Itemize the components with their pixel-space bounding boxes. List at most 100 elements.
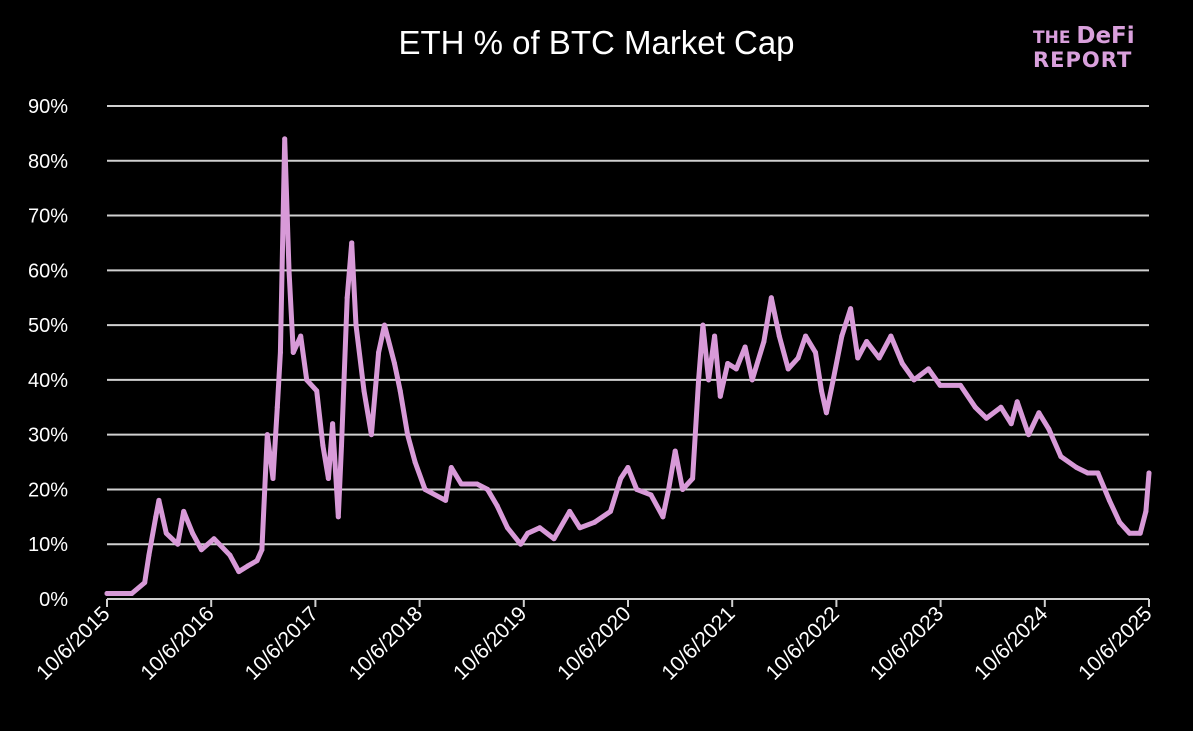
data-point [474, 481, 480, 487]
data-point [494, 503, 500, 509]
data-point [625, 465, 631, 471]
data-point [1117, 519, 1123, 525]
data-point [286, 267, 292, 273]
data-point [983, 415, 989, 421]
y-tick-label: 10% [28, 534, 68, 556]
data-point [1036, 410, 1042, 416]
data-point [761, 339, 767, 345]
data-point [567, 508, 573, 514]
data-point [335, 514, 341, 520]
data-point [325, 475, 331, 481]
logo-the: THE [1033, 28, 1071, 48]
data-point [448, 465, 454, 471]
data-point [412, 459, 418, 465]
data-point [485, 486, 491, 492]
data-point [392, 360, 398, 366]
data-point [1014, 399, 1020, 405]
data-point [525, 530, 531, 536]
y-tick-label: 70% [28, 206, 68, 228]
data-point [254, 558, 260, 564]
data-point [227, 552, 233, 558]
y-tick-label: 80% [28, 151, 68, 173]
data-point [700, 322, 706, 328]
data-point [937, 382, 943, 388]
data-point [368, 432, 374, 438]
data-point [899, 360, 905, 366]
data-point [504, 525, 510, 531]
data-point [911, 377, 917, 383]
x-tick-label: 10/6/2018 [345, 602, 427, 684]
data-point [190, 530, 196, 536]
data-point [1008, 421, 1014, 427]
data-point [175, 541, 181, 547]
data-point [376, 350, 382, 355]
defi-report-logo: THE DeFi REPORT [1033, 25, 1135, 72]
y-tick-label: 0% [39, 589, 68, 611]
data-point [717, 393, 723, 399]
data-point [1137, 530, 1143, 536]
data-point [304, 377, 310, 383]
data-point [274, 404, 280, 410]
data-point [146, 552, 152, 558]
data-point [998, 404, 1004, 410]
data-point [314, 388, 320, 394]
data-point [839, 333, 845, 339]
data-point [211, 536, 217, 542]
data-point [129, 591, 135, 597]
data-point [361, 388, 367, 394]
data-point [264, 432, 270, 438]
logo-report: REPORT [1033, 48, 1133, 72]
data-point [282, 136, 288, 142]
x-tick-label: 10/6/2024 [970, 602, 1053, 685]
data-point [618, 475, 624, 481]
data-point [660, 514, 666, 520]
data-point [577, 525, 583, 531]
data-point [680, 486, 686, 492]
data-point [1046, 426, 1052, 432]
data-point [591, 519, 597, 525]
y-tick-label: 40% [28, 370, 68, 392]
data-point [330, 421, 336, 427]
y-tick-label: 30% [28, 425, 68, 447]
data-point [1127, 530, 1133, 536]
data-point [298, 333, 304, 339]
data-point [551, 536, 557, 542]
x-tick-label: 10/6/2020 [553, 602, 635, 684]
data-point [725, 360, 731, 366]
x-tick-label: 10/6/2019 [449, 602, 531, 684]
data-point [813, 350, 819, 355]
x-tick-label: 10/6/2017 [241, 602, 323, 684]
data-point [349, 240, 355, 246]
data-point [733, 366, 739, 372]
data-point [1095, 470, 1101, 476]
data-point [104, 591, 110, 597]
data-point [1143, 508, 1149, 514]
x-tick-label: 10/6/2021 [657, 602, 739, 684]
data-point [405, 432, 411, 438]
data-point [277, 350, 283, 355]
data-point [320, 443, 326, 449]
x-tick-label: 10/6/2025 [1074, 602, 1156, 684]
data-point [742, 344, 748, 350]
data-point [156, 497, 162, 503]
data-point [443, 497, 449, 503]
x-tick-label: 10/6/2022 [762, 602, 844, 684]
data-point [957, 382, 963, 388]
series-line [104, 136, 1152, 596]
y-tick-label: 60% [28, 260, 68, 282]
data-point [712, 333, 718, 339]
data-point [537, 525, 543, 531]
x-tick-label: 10/6/2016 [136, 602, 218, 684]
data-point [290, 350, 296, 355]
data-point [634, 486, 640, 492]
y-tick-label: 50% [28, 315, 68, 337]
data-point [776, 333, 782, 339]
x-tick-label: 10/6/2023 [866, 602, 948, 684]
data-point [198, 547, 204, 553]
x-tick-label: 10/6/2015 [32, 602, 114, 684]
data-point [819, 388, 825, 394]
data-point [706, 377, 712, 383]
data-point [888, 333, 894, 339]
